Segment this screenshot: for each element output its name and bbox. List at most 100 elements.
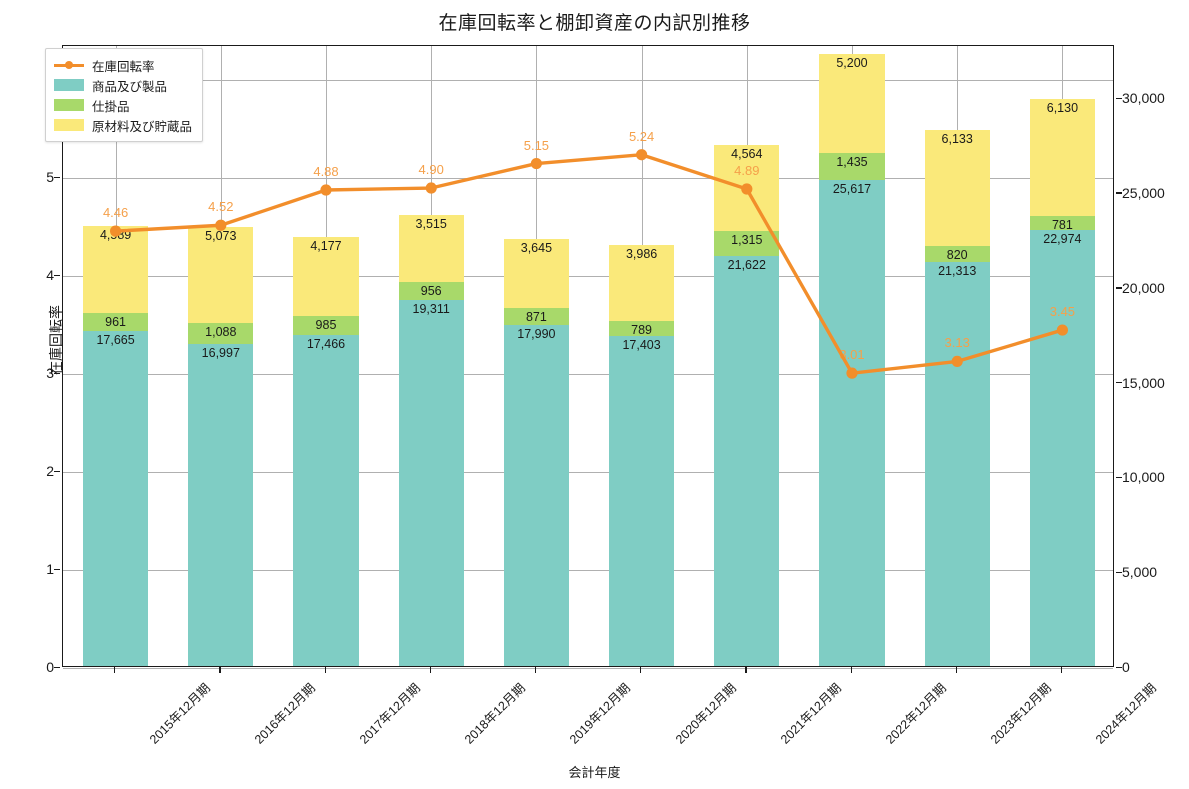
bar-segment[interactable]: 17,466 bbox=[293, 334, 359, 666]
bar-segment-label: 25,617 bbox=[832, 182, 872, 197]
bar-segment[interactable]: 871 bbox=[503, 308, 569, 325]
bar-segment-label: 5,073 bbox=[205, 228, 237, 243]
bar-segment-label: 985 bbox=[315, 318, 337, 333]
legend-item[interactable]: 在庫回転率 bbox=[54, 55, 192, 75]
bar-segment[interactable]: 5,200 bbox=[819, 54, 885, 154]
bar-segment[interactable]: 3,645 bbox=[503, 239, 569, 309]
legend-item[interactable]: 原材料及び貯蔵品 bbox=[54, 115, 192, 135]
bar-stack-column[interactable]: 16,997 1,088 5,073 bbox=[188, 226, 254, 666]
bar-segment[interactable]: 17,990 bbox=[503, 324, 569, 666]
bar-segment[interactable]: 4,589 bbox=[82, 225, 149, 313]
bar-segment[interactable]: 789 bbox=[608, 321, 675, 338]
bar-segment[interactable]: 25,617 bbox=[819, 180, 885, 666]
y-axis-left-tick-mark bbox=[54, 372, 60, 374]
y-axis-right-ticks: 0 5,000 10,000 15,000 20,000 25,000 30,000 bbox=[1116, 45, 1189, 675]
legend-swatch-icon bbox=[54, 99, 84, 111]
y-axis-left-tick-label: 3 bbox=[46, 365, 54, 382]
bar-segment[interactable]: 956 bbox=[398, 281, 464, 300]
x-axis-tick-mark bbox=[955, 667, 957, 673]
y-axis-left-tick-label: 5 bbox=[46, 169, 54, 186]
bar-segment-label: 1,435 bbox=[836, 155, 868, 170]
bar-segment[interactable]: 4,177 bbox=[293, 236, 359, 317]
bar-segment[interactable]: 961 bbox=[82, 312, 149, 332]
bar-segment-label: 5,200 bbox=[836, 56, 868, 71]
bar-segment[interactable]: 5,073 bbox=[188, 226, 254, 324]
bar-segment[interactable]: 21,622 bbox=[714, 255, 780, 666]
bar-segment[interactable]: 16,997 bbox=[188, 343, 254, 666]
bar-segment[interactable]: 1,088 bbox=[188, 323, 254, 344]
bar-segment[interactable]: 17,403 bbox=[608, 335, 675, 666]
y-axis-right-tick-label: 30,000 bbox=[1122, 90, 1165, 107]
x-axis-tick-mark bbox=[324, 667, 326, 673]
x-axis-tick-label: 2021年12月期 bbox=[777, 680, 844, 747]
bar-segment[interactable]: 21,313 bbox=[924, 261, 990, 666]
bar-segment[interactable]: 1,315 bbox=[714, 231, 780, 256]
bar-segment[interactable]: 19,311 bbox=[398, 299, 464, 666]
bar-segment-label: 3,645 bbox=[520, 241, 553, 256]
y-axis-right-tick-label: 0 bbox=[1122, 659, 1130, 675]
line-value-label: 4.88 bbox=[313, 163, 339, 179]
bar-segment-label: 3,515 bbox=[415, 217, 447, 232]
bar-segment[interactable]: 985 bbox=[293, 316, 359, 335]
bar-segment-label: 6,130 bbox=[1046, 101, 1079, 116]
bar-stack-column[interactable]: 17,665 961 4,589 bbox=[82, 225, 149, 666]
y-axis-left-tick-mark bbox=[54, 470, 60, 472]
legend-item[interactable]: 商品及び製品 bbox=[54, 75, 192, 95]
chart-title: 在庫回転率と棚卸資産の内訳別推移 bbox=[438, 13, 751, 34]
legend-line-marker-icon bbox=[54, 59, 84, 71]
gridline-horizontal bbox=[63, 472, 1113, 474]
chart-legend[interactable]: 在庫回転率 商品及び製品仕掛品原材料及び貯蔵品 bbox=[45, 48, 204, 142]
bar-stack-column[interactable]: 21,622 1,315 4,564 bbox=[714, 144, 780, 666]
y-axis-right-tick-label: 15,000 bbox=[1122, 374, 1165, 391]
line-value-label: 3.45 bbox=[1049, 304, 1076, 320]
line-value-label: 3.13 bbox=[944, 335, 970, 351]
x-axis-tick-mark bbox=[534, 667, 537, 673]
bar-segment[interactable]: 3,986 bbox=[608, 245, 675, 322]
bar-segment-label: 21,622 bbox=[727, 257, 766, 272]
bar-segment-label: 4,177 bbox=[310, 238, 342, 253]
x-axis-tick-mark bbox=[1060, 667, 1063, 673]
x-axis-tick-mark bbox=[850, 667, 852, 673]
bar-stack-column[interactable]: 17,990 871 3,645 bbox=[503, 239, 569, 666]
legend-item[interactable]: 仕掛品 bbox=[54, 95, 192, 115]
y-axis-left-tick-label: 0 bbox=[46, 659, 54, 675]
bar-segment[interactable]: 781 bbox=[1029, 215, 1095, 232]
y-axis-left-tick-label: 4 bbox=[46, 267, 54, 284]
bar-segment-label: 16,997 bbox=[201, 345, 240, 360]
bar-segment-label: 21,313 bbox=[938, 263, 977, 278]
gridline-horizontal bbox=[63, 80, 1113, 82]
bar-segment-label: 1,088 bbox=[205, 325, 237, 340]
line-value-label: 4.46 bbox=[102, 205, 129, 221]
x-axis-tick-label: 2020年12月期 bbox=[672, 680, 739, 747]
bar-segment-label: 871 bbox=[525, 310, 547, 325]
bar-stack-column[interactable]: 17,466 985 4,177 bbox=[293, 236, 359, 666]
legend-swatch-icon bbox=[54, 79, 84, 91]
legend-item-label: 仕掛品 bbox=[92, 99, 130, 114]
x-axis-tick-mark bbox=[429, 667, 431, 673]
legend-item-label: 原材料及び貯蔵品 bbox=[92, 119, 193, 134]
bar-segment-label: 956 bbox=[420, 283, 442, 298]
bar-segment[interactable]: 3,515 bbox=[398, 215, 464, 282]
x-axis-tick-label: 2024年12月期 bbox=[1093, 680, 1160, 747]
bar-segment[interactable]: 4,564 bbox=[714, 144, 780, 232]
y-axis-right-tick-mark bbox=[1116, 476, 1122, 479]
bar-segment-label: 961 bbox=[105, 314, 127, 329]
y-axis-left-tick-mark bbox=[54, 176, 60, 179]
bar-segment[interactable]: 1,435 bbox=[819, 153, 885, 181]
bar-stack-column[interactable]: 21,313 820 6,133 bbox=[924, 130, 990, 666]
bar-segment[interactable]: 17,665 bbox=[82, 331, 149, 666]
bar-segment-label: 17,403 bbox=[622, 337, 661, 352]
bar-segment[interactable]: 22,974 bbox=[1029, 230, 1095, 666]
line-value-label: 5.24 bbox=[628, 128, 655, 144]
y-axis-right-tick-label: 20,000 bbox=[1122, 279, 1165, 296]
x-axis-tick-label: 2018年12月期 bbox=[462, 680, 529, 747]
bar-segment-label: 789 bbox=[631, 323, 653, 338]
bar-segment[interactable]: 820 bbox=[924, 246, 990, 262]
y-axis-left-tick-mark bbox=[54, 666, 60, 668]
bar-segment-label: 17,466 bbox=[306, 336, 346, 351]
bar-stack-column[interactable]: 17,403 789 3,986 bbox=[608, 245, 675, 666]
bar-stack-column[interactable]: 19,311 956 3,515 bbox=[398, 215, 464, 666]
bar-segment[interactable]: 6,133 bbox=[924, 130, 990, 247]
bar-stack-column[interactable]: 22,974 781 6,130 bbox=[1029, 99, 1095, 666]
bar-segment[interactable]: 6,130 bbox=[1029, 99, 1095, 216]
